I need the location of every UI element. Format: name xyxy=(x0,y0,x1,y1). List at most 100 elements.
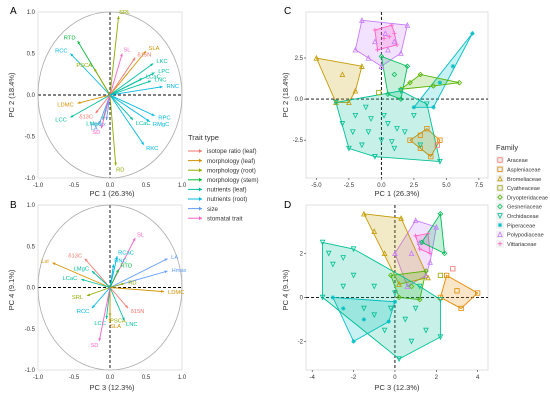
vector-label: SD xyxy=(92,130,100,136)
data-point xyxy=(376,89,382,96)
data-point xyxy=(368,116,374,122)
data-point xyxy=(350,246,357,253)
x-axis-title: PC 1 (26.3%) xyxy=(89,189,135,198)
panel-c: PC 1 (26.3%) PC 2 (18.4%) -5.0 -2.5 0.0 2.5 5.… xyxy=(281,11,489,198)
arrow-head xyxy=(98,120,102,125)
y-tick-label: 2 xyxy=(300,251,304,257)
data-point xyxy=(372,27,378,33)
data-point xyxy=(431,105,436,110)
x-tick-label: -1.0 xyxy=(33,375,44,381)
trait-legend-arrow xyxy=(199,187,202,192)
data-point xyxy=(362,104,369,111)
data-point xyxy=(346,145,352,152)
data-point xyxy=(378,63,385,69)
data-point xyxy=(404,22,411,28)
vector-label: LA xyxy=(171,255,178,261)
data-point xyxy=(407,137,413,143)
loading-arrow xyxy=(109,287,129,309)
family-legend-key xyxy=(496,174,504,183)
loading-arrow xyxy=(93,68,111,96)
arrow-head xyxy=(115,256,118,260)
data-point xyxy=(385,91,391,97)
data-point xyxy=(437,296,444,303)
data-point xyxy=(385,121,391,127)
data-point xyxy=(381,250,388,257)
loading-arrow xyxy=(109,264,115,288)
data-point xyxy=(454,288,460,294)
arrow-head xyxy=(70,53,74,57)
family-hull xyxy=(315,57,363,103)
data-point xyxy=(391,38,398,45)
family-legend-marker xyxy=(497,166,503,172)
data-point xyxy=(381,327,388,334)
x-tick-label: 5.0 xyxy=(442,183,451,189)
trait-legend-arrow xyxy=(199,197,202,201)
x-tick-label: 0.0 xyxy=(106,183,115,189)
data-point xyxy=(408,338,415,345)
vector-label: LDMC xyxy=(168,290,184,296)
data-point xyxy=(430,83,437,89)
data-point xyxy=(437,272,444,279)
y-axis-title: PC 2 (18.4%) xyxy=(281,72,290,118)
vector-label: LCaC xyxy=(136,121,151,127)
data-point xyxy=(470,31,475,36)
family-legend-marker xyxy=(497,157,503,163)
loading-arrow xyxy=(84,258,111,288)
vector-label: LKC xyxy=(156,59,167,65)
arrow-head xyxy=(150,63,154,67)
data-point xyxy=(387,34,392,39)
arrow-head xyxy=(95,110,99,114)
data-point xyxy=(425,274,431,281)
y-tick-label: 0.5 xyxy=(27,52,36,58)
loading-arrow xyxy=(95,94,111,114)
arrow-head xyxy=(70,114,74,118)
data-point xyxy=(437,137,443,143)
x-axis-title: PC 3 (12.3%) xyxy=(89,383,135,392)
loading-arrow xyxy=(109,94,134,121)
data-point xyxy=(419,239,425,246)
data-point xyxy=(371,283,378,290)
trait-legend-arrow xyxy=(199,206,202,211)
vector-label: RD xyxy=(128,280,136,286)
data-point xyxy=(417,246,422,252)
vector-label: PSCA xyxy=(76,63,92,69)
data-point xyxy=(398,88,404,94)
x-tick-label: 0.5 xyxy=(142,375,151,381)
panel-label-a: A xyxy=(10,6,17,17)
vector-label: LA xyxy=(91,126,98,132)
data-point xyxy=(416,296,423,303)
x-tick-label: -0.5 xyxy=(69,375,80,381)
vector-label: RNC xyxy=(167,84,180,90)
x-tick-label: 7.5 xyxy=(475,183,484,189)
family-legend-label: Araceae xyxy=(507,158,528,164)
loading-arrow xyxy=(86,287,111,297)
data-point xyxy=(398,96,404,102)
data-point xyxy=(330,295,336,300)
unit-circle xyxy=(37,204,183,371)
family-legend-label: Polypodiaceae xyxy=(507,233,544,239)
panel-d: PC 3 (12.3%) PC 4 (9.1%) -4 -2 0 2 4 2 0 -2 xyxy=(281,204,489,392)
y-tick-label: -2.5 xyxy=(293,138,304,144)
loading-arrow xyxy=(81,278,111,288)
x-tick-label: 0.5 xyxy=(142,183,151,189)
vector-label: δ13C xyxy=(79,114,93,120)
y-tick-label: -2 xyxy=(298,339,304,345)
y-tick-label: -0.5 xyxy=(25,327,36,333)
x-tick-label: 0.0 xyxy=(106,375,115,381)
x-tick-label: -4 xyxy=(310,375,316,381)
family-legend-label: Bromeliaceae xyxy=(507,177,541,183)
y-tick-label: -0.5 xyxy=(25,135,36,141)
vector-label: LDMC xyxy=(57,102,73,108)
trait-legend-arrow xyxy=(199,158,202,163)
arrow-head xyxy=(92,305,95,309)
loading-arrow xyxy=(98,287,111,342)
vector-label: SRL xyxy=(72,295,84,301)
data-point xyxy=(365,54,372,61)
loading-arrow xyxy=(109,80,152,96)
data-point xyxy=(359,17,365,23)
arrow-head xyxy=(84,258,88,262)
y-tick-label: 0.0 xyxy=(27,286,36,292)
loading-arrow xyxy=(109,258,168,288)
panel-a: PC 1 (26.3%) PC 2 (18.4%) -1.0 -0.5 0.0 0.5 1.… xyxy=(7,10,187,198)
panel-b: PC 3 (12.3%) PC 4 (9.1%) -1.0 -0.5 0.0 0.5 1.0… xyxy=(7,203,187,392)
